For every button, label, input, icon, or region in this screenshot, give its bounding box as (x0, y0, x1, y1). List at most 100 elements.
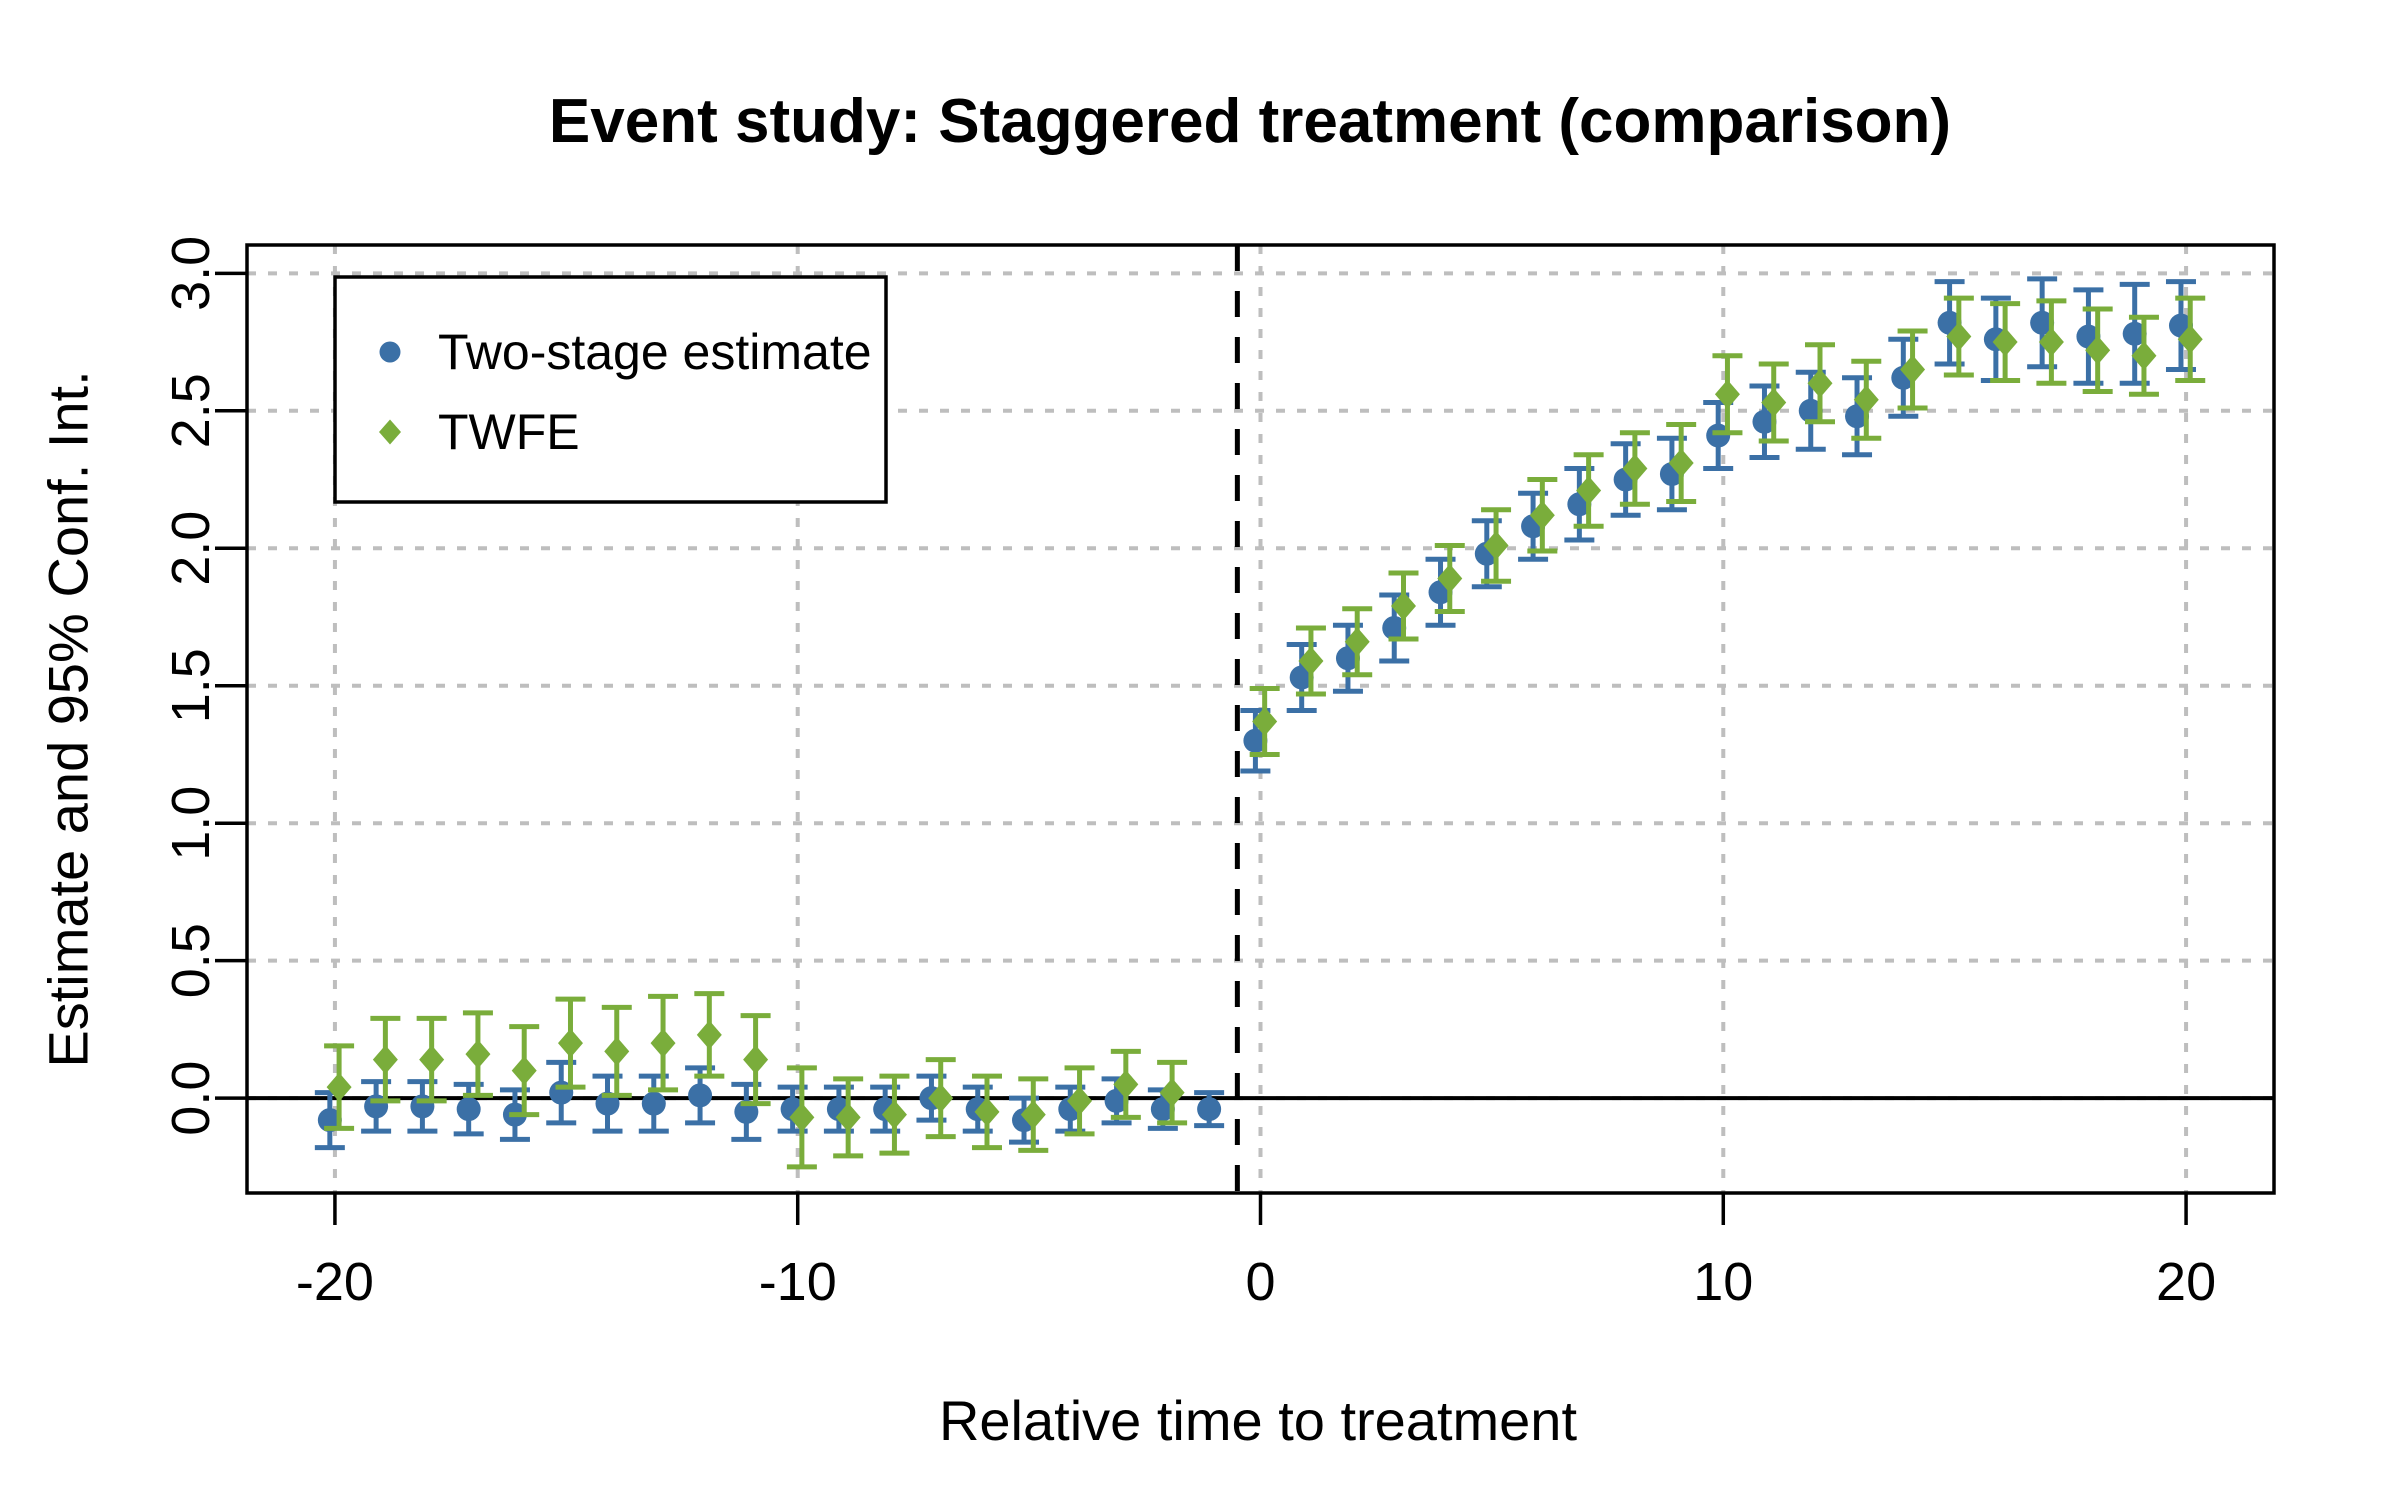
point-marker-circle (2122, 321, 2147, 346)
point-marker-diamond (604, 1036, 630, 1066)
data-point (1064, 1065, 1095, 1137)
point-marker-diamond (465, 1039, 491, 1069)
point-marker-diamond (2085, 335, 2111, 365)
point-marker-circle (1197, 1097, 1222, 1122)
data-point (2073, 287, 2104, 386)
data-point (1758, 361, 1789, 444)
point-marker-diamond (1344, 627, 1370, 657)
axes-layer: -20 -10 0 10 20 0.0 0.5 1.0 1.5 2.0 2.5 3.0 (161, 236, 2216, 1312)
point-marker-diamond (511, 1056, 537, 1086)
data-point (1249, 685, 1280, 757)
x-tick-label: -20 (296, 1252, 374, 1312)
y-tick-label: 1.0 (161, 786, 221, 861)
data-point (1481, 507, 1512, 584)
point-marker-diamond (928, 1083, 954, 1113)
point-marker-diamond (1992, 327, 2018, 357)
data-point (786, 1065, 817, 1170)
data-point (1851, 358, 1882, 441)
data-point (1342, 606, 1373, 678)
point-marker-diamond (1391, 591, 1417, 621)
data-point (2036, 298, 2067, 386)
data-point (1434, 543, 1465, 614)
data-point (1666, 422, 1697, 505)
point-marker-diamond (1576, 476, 1602, 506)
point-marker-diamond (835, 1102, 861, 1132)
data-point (1619, 430, 1650, 507)
data-point (1110, 1048, 1141, 1120)
point-marker-diamond (2038, 327, 2064, 357)
data-point (2082, 306, 2113, 395)
point-marker-diamond (743, 1045, 769, 1075)
point-marker-diamond (974, 1097, 1000, 1127)
data-point (416, 1015, 447, 1104)
point-marker-diamond (881, 1100, 907, 1130)
point-marker-circle (2030, 310, 2055, 335)
data-point (453, 1081, 484, 1137)
data-point (925, 1057, 956, 1140)
point-marker-diamond (1668, 448, 1694, 478)
point-marker-circle (1706, 423, 1731, 448)
data-point (1018, 1076, 1049, 1153)
point-marker-diamond (1714, 379, 1740, 409)
point-marker-diamond (2177, 324, 2203, 354)
point-marker-diamond (789, 1102, 815, 1132)
x-tick-label: 20 (2156, 1252, 2216, 1312)
y-tick-label: 0.0 (161, 1061, 221, 1136)
data-point (2175, 295, 2206, 384)
point-marker-circle (641, 1091, 666, 1116)
data-point (740, 1013, 771, 1107)
data-point (509, 1024, 540, 1118)
data-point (971, 1073, 1002, 1151)
point-marker-circle (456, 1097, 481, 1122)
data-point (324, 1043, 355, 1131)
data-point (601, 1004, 632, 1098)
point-marker-diamond (419, 1045, 445, 1075)
point-marker-circle (688, 1083, 713, 1108)
point-marker-diamond (1761, 388, 1787, 418)
y-tick-label: 2.0 (161, 511, 221, 586)
point-marker-diamond (1946, 322, 1972, 352)
point-marker-diamond (372, 1045, 398, 1075)
x-tick-label: 10 (1693, 1252, 1753, 1312)
data-point (833, 1076, 864, 1159)
legend-marker-circle (379, 341, 401, 363)
point-marker-diamond (650, 1028, 676, 1058)
series-layer (314, 276, 2206, 1170)
point-marker-diamond (1020, 1100, 1046, 1130)
data-point (1471, 518, 1502, 590)
point-marker-circle (1752, 409, 1777, 434)
point-marker-diamond (1437, 564, 1463, 594)
point-marker-diamond (1159, 1078, 1185, 1108)
point-marker-diamond (1298, 646, 1324, 676)
point-marker-circle (1798, 398, 1823, 423)
data-point (1295, 625, 1326, 697)
grid-layer (247, 245, 2274, 1193)
data-point (1527, 477, 1558, 554)
data-point (648, 993, 679, 1093)
y-tick-label: 0.5 (161, 923, 221, 998)
point-marker-diamond (326, 1072, 352, 1102)
legend-item-label: Two-stage estimate (438, 324, 872, 380)
x-axis-title: Relative time to treatment (939, 1389, 1577, 1452)
y-axis-title: Estimate and 95% Conf. Int. (37, 370, 100, 1067)
data-point (1897, 328, 1928, 411)
data-point (1805, 342, 1836, 425)
data-point (407, 1079, 438, 1134)
data-point (1712, 353, 1743, 436)
chart-title: Event study: Staggered treatment (compar… (549, 87, 1951, 156)
point-marker-diamond (557, 1028, 583, 1058)
point-marker-diamond (1113, 1069, 1139, 1099)
point-marker-circle (1382, 615, 1407, 640)
data-point (1194, 1090, 1225, 1129)
data-point (879, 1073, 910, 1156)
legend-box (333, 275, 888, 504)
point-marker-diamond (1067, 1086, 1093, 1116)
point-marker-diamond (1622, 454, 1648, 484)
data-point (555, 996, 586, 1090)
data-point (1990, 301, 2021, 384)
point-marker-diamond (1853, 385, 1879, 415)
point-marker-diamond (1252, 706, 1278, 736)
data-point (370, 1015, 401, 1104)
